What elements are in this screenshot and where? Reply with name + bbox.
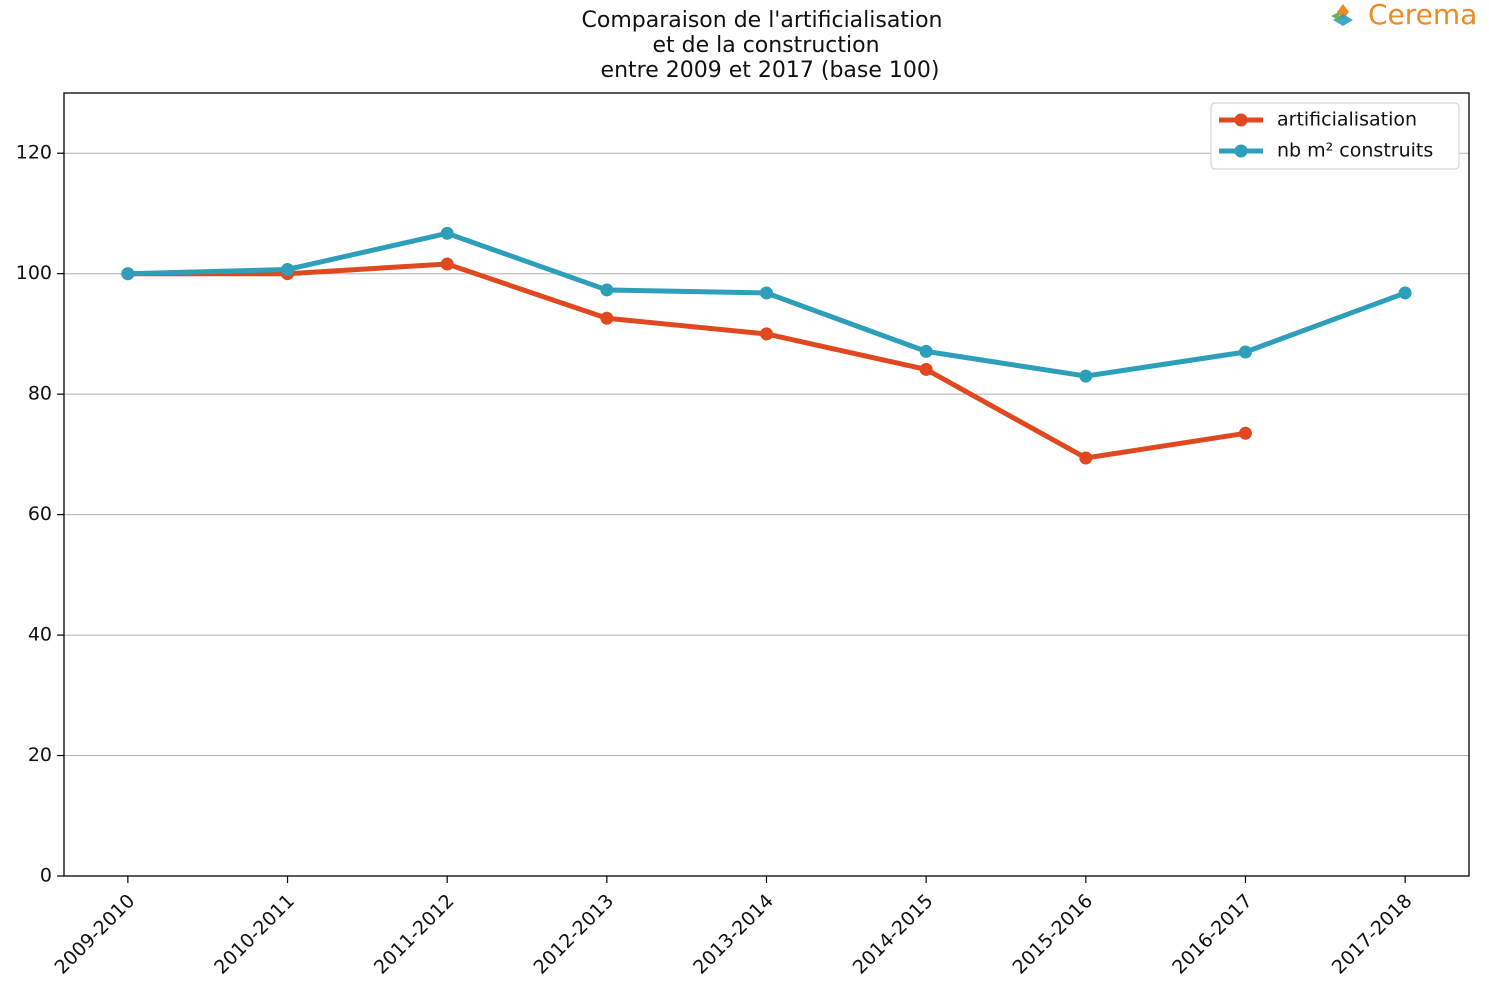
legend-label: artificialisation xyxy=(1277,109,1417,131)
x-tick-label: 2016-2017 xyxy=(1168,890,1257,979)
series-line xyxy=(127,230,1407,379)
data-point xyxy=(1079,369,1093,383)
data-point xyxy=(1398,286,1412,300)
data-point xyxy=(600,311,614,325)
chart-title: entre 2009 et 2017 (base 100) xyxy=(601,58,940,83)
data-point xyxy=(919,344,933,358)
data-point xyxy=(440,257,454,271)
data-point xyxy=(440,226,454,240)
plot-frame xyxy=(63,92,1470,877)
data-point xyxy=(1238,426,1252,440)
data-point xyxy=(1238,345,1252,359)
logo-icon xyxy=(1331,4,1353,26)
legend-box xyxy=(1210,102,1460,170)
chart-title: Comparaison de l'artificialisation xyxy=(582,8,943,33)
y-tick-label: 0 xyxy=(40,865,52,887)
chart-title: et de la construction xyxy=(652,33,879,58)
x-tick-label: 2014-2015 xyxy=(849,890,938,979)
series-line xyxy=(127,261,1246,461)
x-tick-label: 2017-2018 xyxy=(1328,890,1417,979)
legend-marker xyxy=(1234,113,1248,127)
y-tick-label: 40 xyxy=(28,624,52,646)
logo: Cerema xyxy=(1368,0,1477,31)
x-tick-label: 2009-2010 xyxy=(50,890,139,979)
data-point xyxy=(281,262,295,276)
data-point xyxy=(760,286,773,300)
y-tick-label: 120 xyxy=(16,142,52,164)
data-point xyxy=(1079,451,1093,465)
legend-label: nb m² construits xyxy=(1277,140,1433,162)
y-tick-label: 80 xyxy=(28,383,52,405)
y-tick-label: 100 xyxy=(16,262,52,284)
data-point xyxy=(121,267,135,281)
x-tick-label: 2012-2013 xyxy=(529,890,618,979)
y-tick-label: 60 xyxy=(28,503,52,525)
x-tick-label: 2015-2016 xyxy=(1008,890,1097,979)
x-tick-label: 2011-2012 xyxy=(370,890,459,979)
data-point xyxy=(760,327,773,341)
x-tick-label: 2010-2011 xyxy=(210,890,299,979)
x-tick-label: 2013-2014 xyxy=(689,890,778,979)
data-point xyxy=(919,362,933,376)
legend-marker xyxy=(1234,144,1248,158)
data-point xyxy=(600,283,614,297)
y-tick-label: 20 xyxy=(28,744,52,766)
